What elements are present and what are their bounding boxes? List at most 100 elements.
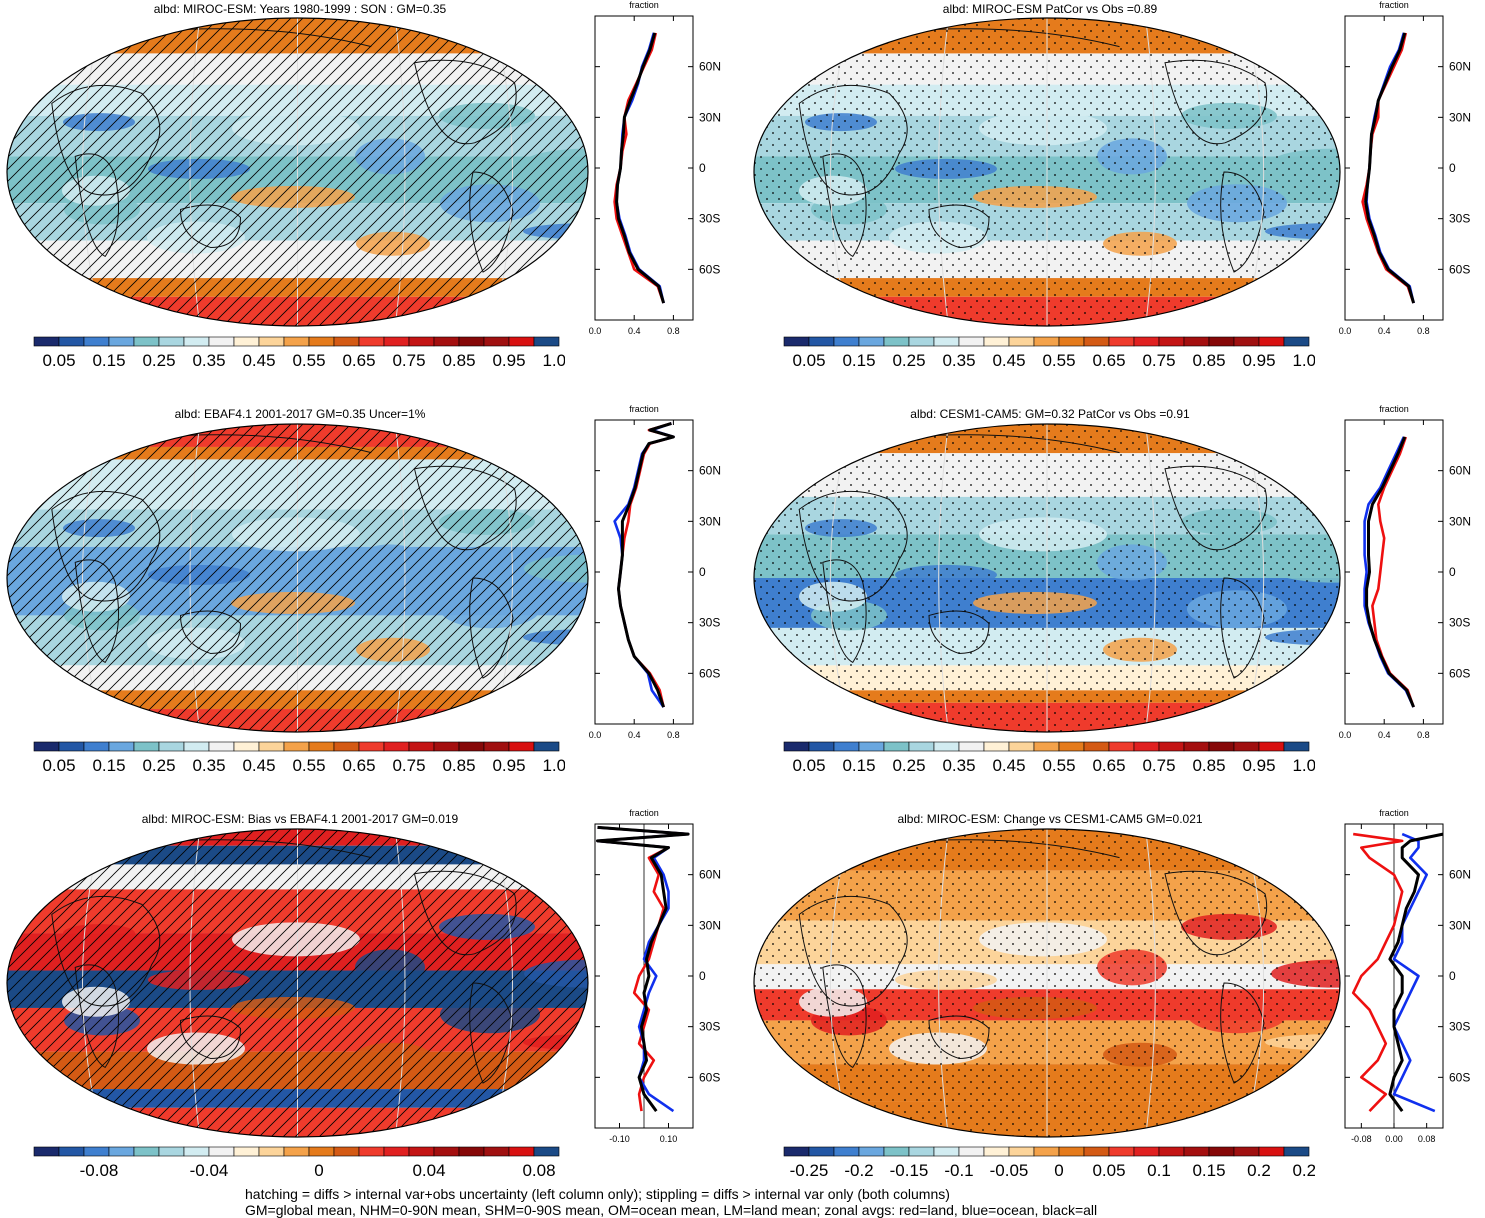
colorbar-tick-label: 0.04 <box>412 1161 445 1180</box>
map-blob <box>7 86 30 102</box>
map-panel-1 <box>6 17 589 327</box>
profile-y-tick-label: 0 <box>1449 969 1456 983</box>
colorbar-swatch <box>408 741 435 752</box>
colorbar-tick-label: 0.05 <box>1092 1161 1125 1180</box>
colorbar-swatch <box>283 741 310 752</box>
colorbar-swatch <box>433 336 460 347</box>
colorbar-swatch <box>433 1146 460 1157</box>
colorbar-swatch <box>858 741 885 752</box>
colorbar-swatch <box>358 1146 385 1157</box>
colorbar-tick-label: 0.35 <box>192 756 225 775</box>
colorbar-tick-label: -0.04 <box>190 1161 229 1180</box>
colorbar-tick-label: 0.35 <box>942 756 975 775</box>
colorbar-swatch <box>1083 336 1110 347</box>
profile-line-all <box>1364 32 1416 304</box>
colorbar-swatch <box>908 741 935 752</box>
profile-x-tick-label: -0.08 <box>1351 1134 1372 1144</box>
colorbar-tick-label: 0.95 <box>492 351 525 370</box>
colorbar-swatch <box>783 1146 810 1157</box>
colorbar-swatch <box>1058 336 1085 347</box>
colorbar-swatch <box>1033 1146 1060 1157</box>
colorbar-swatch <box>1208 741 1235 752</box>
colorbar-swatch <box>33 336 60 347</box>
colorbar-swatch <box>333 741 360 752</box>
profile-axis-label: fraction <box>629 404 659 414</box>
colorbar-tick-label: -0.08 <box>80 1161 119 1180</box>
colorbar-swatch <box>933 1146 960 1157</box>
colorbar-swatch <box>808 741 835 752</box>
colorbar-swatch <box>1133 336 1160 347</box>
colorbar-tick-label: 0.55 <box>1042 351 1075 370</box>
colorbar-tick-label: 0.65 <box>1092 351 1125 370</box>
colorbar-tick-label: 0.75 <box>1142 351 1175 370</box>
colorbar-swatch <box>208 336 235 347</box>
colorbar-swatch <box>1133 1146 1160 1157</box>
colorbar-swatch <box>858 336 885 347</box>
hatching-overlay <box>7 829 588 1137</box>
colorbar-swatch <box>133 336 160 347</box>
colorbar-swatch <box>1208 1146 1235 1157</box>
profile-line-land <box>1351 832 1404 1113</box>
colorbar-swatch <box>958 741 985 752</box>
colorbar-swatch <box>1183 741 1210 752</box>
colorbar-swatch <box>1008 336 1035 347</box>
profile-x-tick-label: 0.0 <box>589 730 602 740</box>
profile-y-tick-label: 60S <box>699 666 720 680</box>
colorbar-swatch <box>1233 336 1260 347</box>
profile-y-tick-label: 60S <box>699 1070 720 1084</box>
colorbar-swatch <box>1008 741 1035 752</box>
colorbar-tick-label: 0.65 <box>1092 756 1125 775</box>
profile-x-tick-label: 0.8 <box>667 326 680 336</box>
colorbar-tick-label: 0.95 <box>1242 351 1275 370</box>
map-border <box>753 828 1341 1138</box>
profile-y-tick-label: 30S <box>1449 616 1470 630</box>
colorbar-swatch <box>508 336 535 347</box>
colorbar-swatch <box>33 1146 60 1157</box>
colorbar-tick-label: 0.65 <box>342 351 375 370</box>
colorbar-swatch <box>1283 336 1310 347</box>
profile-y-tick-label: 0 <box>699 565 706 579</box>
map-panel-2 <box>753 17 1341 327</box>
profile-x-tick-label: 0.8 <box>1417 326 1430 336</box>
profile-y-tick-label: 60S <box>1449 262 1470 276</box>
colorbar-tick-label: 0.05 <box>42 351 75 370</box>
colorbar-swatch <box>508 1146 535 1157</box>
profile-axis-label: fraction <box>1379 0 1409 10</box>
profile-x-tick-label: 0.00 <box>1385 1134 1403 1144</box>
colorbar-swatch <box>183 741 210 752</box>
colorbar-swatch <box>358 336 385 347</box>
colorbar-tick-label: 0.25 <box>142 351 175 370</box>
profile-x-tick-label: 0.4 <box>628 730 641 740</box>
colorbar-tick-label: 0.85 <box>442 351 475 370</box>
colorbar-swatch <box>1183 1146 1210 1157</box>
colorbar-swatch <box>433 741 460 752</box>
colorbar-swatch <box>1058 741 1085 752</box>
profile-line-all <box>617 421 675 708</box>
colorbar-swatch <box>533 336 560 347</box>
map-blob <box>7 897 30 913</box>
profile-y-tick-label: 30S <box>1449 212 1470 226</box>
zonal-profile-5: fraction -0.10 0.10 60N 30N 0 30S 60S <box>594 808 721 1144</box>
colorbar-swatch <box>933 336 960 347</box>
colorbar-swatch <box>1133 741 1160 752</box>
map-border <box>6 17 589 327</box>
profile-y-tick-label: 30S <box>699 1020 720 1034</box>
profile-line-land <box>617 422 675 708</box>
profile-x-tick-label: 0.08 <box>1418 1134 1436 1144</box>
profile-y-tick-label: 60S <box>699 262 720 276</box>
colorbar-tick-label: 0.85 <box>442 756 475 775</box>
colorbar-tick-label: 0.45 <box>992 351 1025 370</box>
map-panel-6 <box>753 828 1341 1138</box>
colorbar-swatch <box>258 336 285 347</box>
colorbar-4: 0.05 0.15 0.25 0.35 0.45 0.55 0.65 0.75 0.85 0.95… <box>783 741 1315 775</box>
panel-title-3: albd: EBAF4.1 2001-2017 GM=0.35 Uncer=1% <box>174 407 426 421</box>
colorbar-swatch <box>308 741 335 752</box>
colorbar-swatch <box>358 741 385 752</box>
colorbar-swatch <box>1008 1146 1035 1157</box>
stippling-overlay <box>754 18 1340 326</box>
profile-y-tick-label: 30N <box>1449 110 1471 124</box>
colorbar-tick-label: 0.35 <box>192 351 225 370</box>
colorbar-swatch <box>208 741 235 752</box>
hatching-overlay <box>7 424 588 732</box>
colorbar-swatch <box>533 741 560 752</box>
